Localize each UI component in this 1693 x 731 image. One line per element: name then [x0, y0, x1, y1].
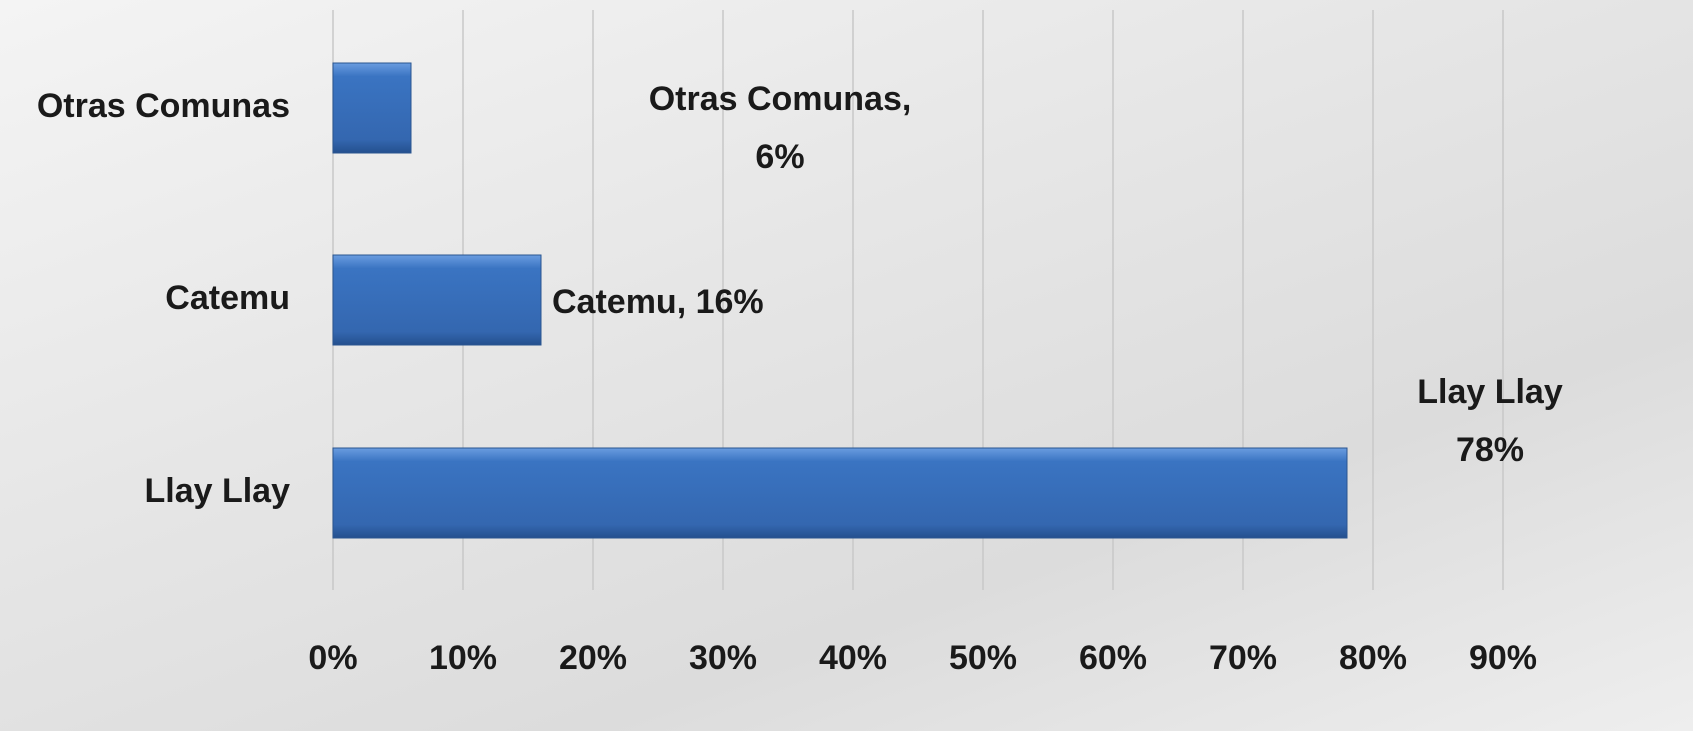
y-tick-label: Llay Llay — [144, 472, 290, 510]
y-tick-label: Catemu — [165, 279, 290, 317]
x-tick-label: 10% — [429, 639, 497, 677]
x-tick-label: 40% — [819, 639, 887, 677]
bar — [333, 63, 411, 153]
x-tick-label: 50% — [949, 639, 1017, 677]
x-tick-label: 80% — [1339, 639, 1407, 677]
data-label: Otras Comunas, 6% — [620, 70, 940, 186]
y-tick-label: Otras Comunas — [37, 87, 290, 125]
x-tick-label: 30% — [689, 639, 757, 677]
bar — [333, 448, 1347, 538]
x-tick-label: 0% — [308, 639, 357, 677]
chart: 0% 10% 20% 30% 40% 50% 60% 70% 80% 90% Otras Comun… — [0, 0, 1693, 731]
x-tick-label: 70% — [1209, 639, 1277, 677]
x-tick-label: 60% — [1079, 639, 1147, 677]
bar — [333, 255, 541, 345]
x-tick-label: 20% — [559, 639, 627, 677]
x-tick-label: 90% — [1469, 639, 1537, 677]
data-label: Catemu, 16% — [552, 273, 832, 331]
data-label: Llay Llay 78% — [1400, 363, 1580, 479]
